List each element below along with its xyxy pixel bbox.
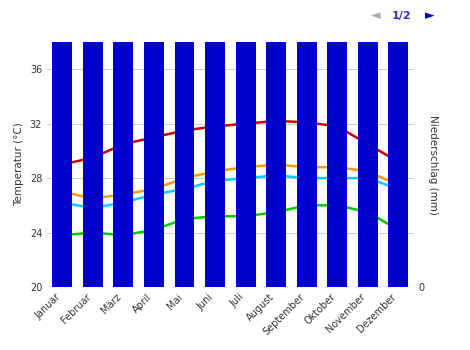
- Bar: [144, 0, 164, 287]
- Bar: [327, 0, 347, 287]
- Bar: [266, 0, 286, 287]
- Bar: [358, 0, 378, 287]
- Text: ◄: ◄: [371, 9, 381, 22]
- Bar: [297, 0, 317, 287]
- Text: 1/2: 1/2: [392, 11, 412, 21]
- Bar: [205, 0, 225, 287]
- Y-axis label: Niederschlag (mm): Niederschlag (mm): [429, 114, 439, 215]
- Bar: [113, 0, 133, 287]
- Bar: [174, 0, 195, 287]
- Bar: [388, 0, 408, 287]
- Y-axis label: Temperatur (°C): Temperatur (°C): [14, 122, 24, 206]
- Bar: [52, 0, 72, 287]
- Bar: [83, 0, 103, 287]
- Bar: [235, 0, 256, 287]
- Text: ►: ►: [425, 9, 435, 22]
